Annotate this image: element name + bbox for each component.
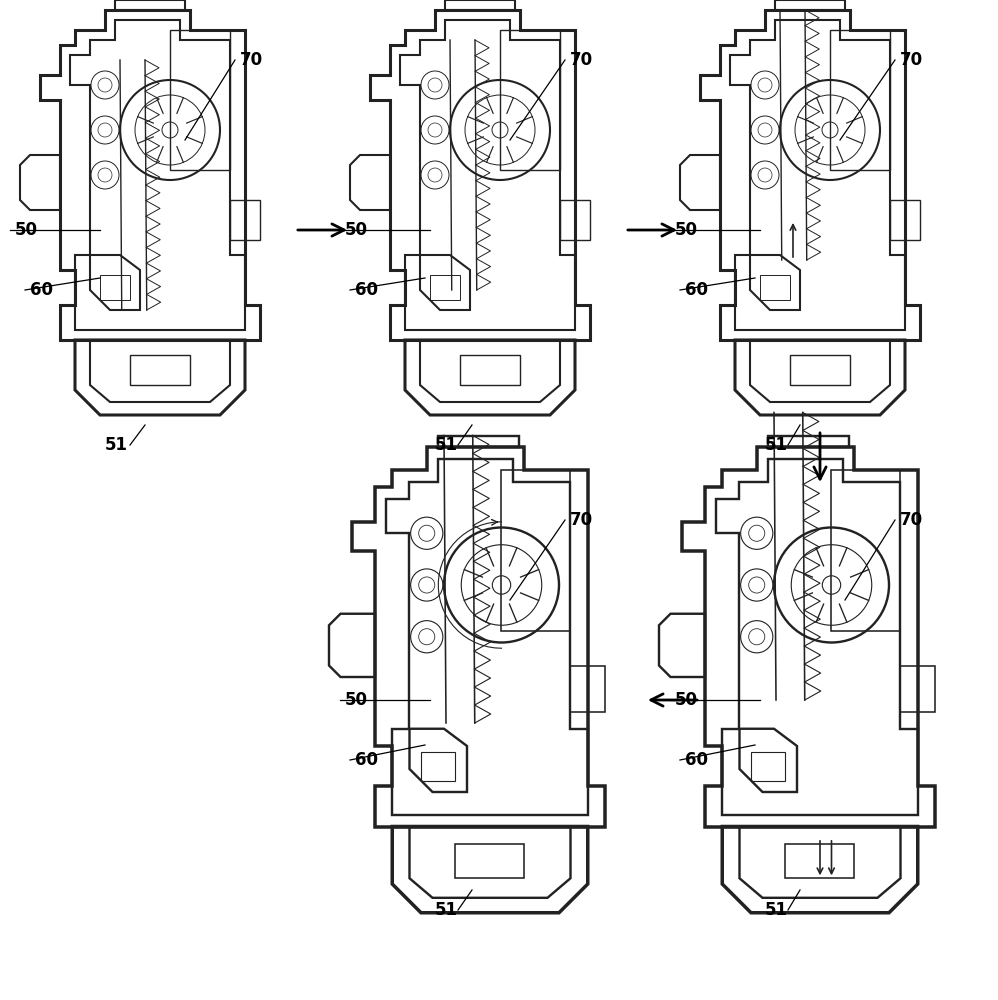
Text: 50: 50: [675, 221, 698, 239]
Text: 60: 60: [685, 281, 708, 299]
Text: 70: 70: [900, 511, 923, 529]
Text: 70: 70: [570, 51, 593, 69]
Text: 50: 50: [345, 691, 368, 709]
Text: 50: 50: [345, 221, 368, 239]
Text: 60: 60: [355, 281, 378, 299]
Text: 51: 51: [435, 901, 458, 919]
Text: 60: 60: [685, 751, 708, 769]
Text: 51: 51: [765, 436, 788, 454]
Text: 50: 50: [675, 691, 698, 709]
Text: 70: 70: [240, 51, 263, 69]
Text: 60: 60: [30, 281, 53, 299]
Text: 70: 70: [900, 51, 923, 69]
Text: 60: 60: [355, 751, 378, 769]
Text: 51: 51: [765, 901, 788, 919]
Text: 70: 70: [570, 511, 593, 529]
Text: 51: 51: [105, 436, 128, 454]
Text: 50: 50: [15, 221, 38, 239]
Text: 51: 51: [435, 436, 458, 454]
